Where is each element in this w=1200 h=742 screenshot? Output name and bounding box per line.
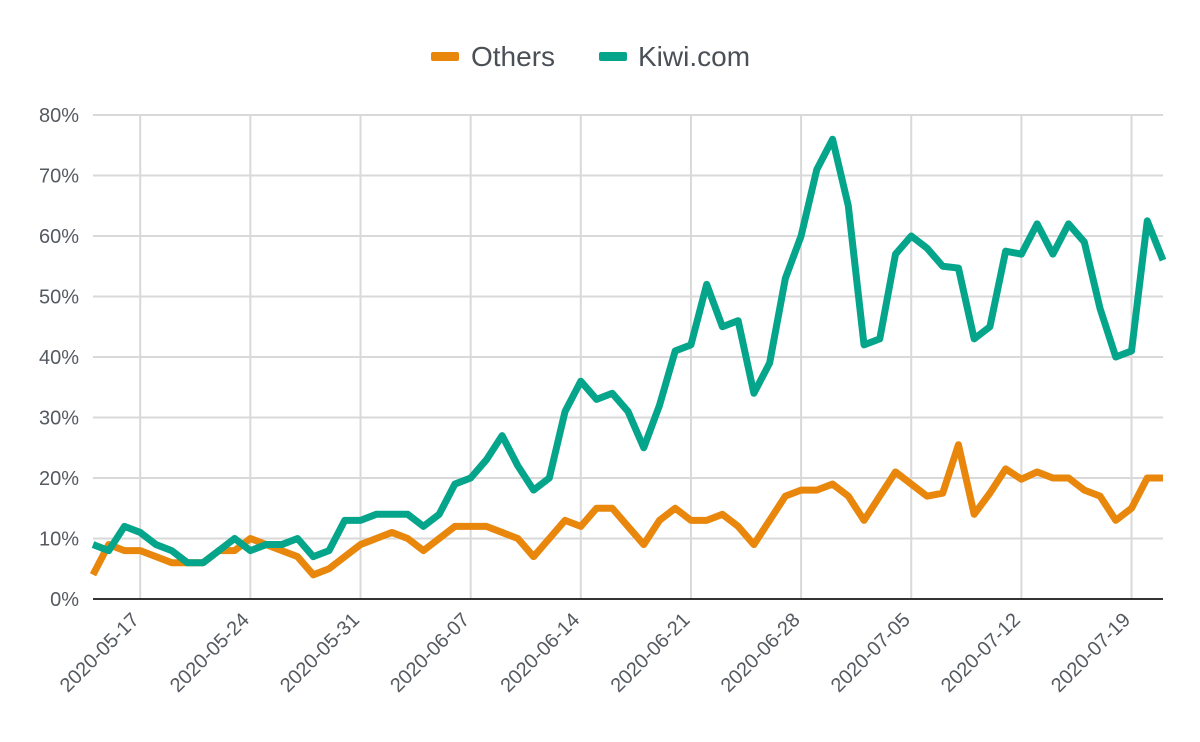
legend-swatch-kiwi-com [599,52,627,61]
x-tick-label: 2020-07-05 [827,609,915,697]
legend: Others Kiwi.com [431,41,750,72]
x-tick-label: 2020-05-31 [276,609,364,697]
y-tick-label: 60% [39,226,79,248]
x-tick-label: 2020-07-12 [937,609,1025,697]
legend-label-others: Others [471,41,555,72]
y-tick-label: 40% [39,347,79,369]
x-axis-tick-labels: 2020-05-17 2020-05-24 2020-05-31 2020-06-07… [56,609,1135,697]
x-tick-label: 2020-05-17 [56,609,144,697]
y-tick-label: 20% [39,468,79,490]
series-lines [89,135,1167,579]
x-tick-label: 2020-06-21 [607,609,695,697]
x-tick-label: 2020-07-19 [1047,609,1135,697]
x-tick-label: 2020-06-14 [496,609,584,697]
y-tick-label: 50% [39,287,79,309]
y-tick-label: 30% [39,408,79,430]
legend-label-kiwi-com: Kiwi.com [638,41,750,72]
series-line-others [89,441,1163,579]
y-axis-tick-labels: 0% 10% 20% 30% 40% 50% 60% 70% 80% [39,105,79,611]
y-tick-label: 10% [39,529,79,551]
y-tick-label: 80% [39,105,79,127]
x-tick-label: 2020-05-24 [166,609,254,697]
series-line-kiwi-com [91,135,1167,567]
y-tick-label: 70% [39,166,79,188]
legend-swatch-others [431,52,459,61]
x-tick-label: 2020-06-07 [386,609,474,697]
x-tick-label: 2020-06-28 [717,609,805,697]
y-tick-label: 0% [50,589,79,611]
